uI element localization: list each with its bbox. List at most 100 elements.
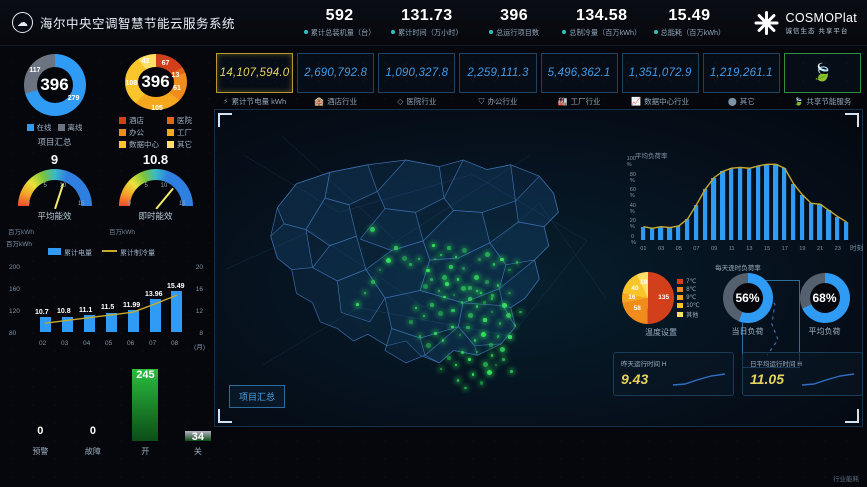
map-marker bbox=[452, 293, 456, 297]
ring-value: 56% bbox=[735, 291, 760, 305]
temperature-and-load-row: 135 58 16 40 19 7℃ 8℃ 9℃ 10℃ 其他 温度设置 56% 当日负荷 68% 平… bbox=[613, 262, 863, 348]
y-tick: 80 bbox=[9, 330, 17, 337]
pie-slice-value: 58 bbox=[633, 305, 641, 313]
gauge-dial: 0 5 10 15 bbox=[17, 169, 92, 209]
map-marker bbox=[485, 251, 491, 257]
bar-value-label: 10.8 bbox=[57, 308, 71, 316]
gauge-unit: 百万kWh bbox=[8, 229, 34, 236]
card-title: 日平均运行时间 H bbox=[750, 361, 802, 368]
bar bbox=[746, 168, 753, 240]
metric-tab[interactable]: 14,107,594.0 bbox=[216, 53, 294, 93]
map-marker bbox=[394, 246, 398, 250]
kpi-item: 131.73 累计时间（万小时） bbox=[388, 7, 466, 37]
chart-plot-area: 10.7 02 10.8 03 11.1 04 11.5 05 11.99 06 13.96 07 15… bbox=[34, 266, 188, 348]
tab-label-text: 酒店行业 bbox=[327, 97, 358, 106]
legend-item: 工厂 bbox=[167, 127, 192, 138]
bar bbox=[61, 316, 73, 332]
x-tick: 15 bbox=[763, 246, 771, 252]
gauge-dial: 0 5 10 15 bbox=[118, 169, 193, 209]
project-status-donut: 396 279 117 在线 离线 项目汇总 bbox=[4, 50, 105, 150]
donut-center-value: 396 bbox=[40, 75, 69, 94]
map-marker bbox=[430, 278, 433, 281]
map-marker bbox=[386, 257, 392, 263]
gauge-tick-mid: 5 bbox=[43, 183, 47, 189]
bar bbox=[693, 204, 700, 240]
bolt-icon: ⚡ bbox=[222, 97, 229, 106]
y-tick: 200 bbox=[9, 264, 20, 271]
y-tick: 100 % bbox=[626, 156, 636, 168]
map-marker bbox=[498, 322, 501, 325]
bar bbox=[711, 177, 717, 240]
load-ring: 56% 当日负荷 bbox=[722, 273, 773, 337]
donut-legend-status: 在线 离线 bbox=[4, 122, 105, 133]
metric-tab[interactable]: 1,219,261.1 bbox=[702, 53, 780, 93]
legend-item: 办公 bbox=[119, 127, 159, 138]
temperature-pie-caption: 温度设置 bbox=[645, 328, 677, 337]
metric-tab[interactable]: 1,351,072.9 bbox=[621, 53, 699, 93]
metric-tab-labels: ⚡ 累计节电量 kWh 🏨 酒店行业 ◇ 医院行业 ⛉ 办公行业 🏭 工厂行业 📈 数据中心行业 ⬤ 其它… bbox=[212, 93, 865, 107]
metric-tab-label: ⚡ 累计节电量 kWh bbox=[216, 96, 293, 107]
donut-caption: 项目汇总 bbox=[37, 137, 72, 147]
map-marker bbox=[443, 295, 446, 298]
bar-value-label: 15.49 bbox=[166, 282, 185, 290]
corner-decoration bbox=[845, 409, 859, 423]
legend-label: 办公 bbox=[129, 128, 144, 137]
x-tick: 05 bbox=[105, 340, 113, 347]
map-marker bbox=[447, 356, 451, 360]
map-marker bbox=[492, 263, 496, 266]
status-value: 245 bbox=[136, 369, 155, 381]
project-summary-button[interactable]: 项目汇总 bbox=[229, 385, 286, 408]
map-marker bbox=[441, 339, 444, 342]
status-value: 0 bbox=[89, 425, 96, 437]
map-marker bbox=[451, 308, 455, 313]
metric-tab[interactable]: 5,496,362.1 bbox=[540, 53, 618, 93]
legend-label: 8℃ bbox=[686, 286, 697, 293]
map-marker bbox=[519, 310, 522, 314]
sparkline bbox=[801, 373, 855, 386]
metric-tab[interactable]: 🍃 bbox=[783, 53, 861, 93]
bar-value-label: 11.1 bbox=[79, 306, 93, 314]
map-marker bbox=[483, 318, 487, 322]
kpi-value: 134.58 bbox=[576, 7, 628, 25]
x-axis-label: 时刻 bbox=[850, 245, 863, 252]
hospital-icon: ◇ bbox=[397, 97, 404, 106]
pie-chart-temperature: 135 58 16 40 19 bbox=[622, 272, 675, 324]
ring-caption: 当日负荷 bbox=[731, 327, 764, 336]
legend-item: 其它 bbox=[167, 139, 192, 150]
legend-label: 10℃ bbox=[686, 302, 700, 309]
chart-caption: 每天逐时负荷率 bbox=[715, 265, 761, 272]
metric-tab-label: 🏨 酒店行业 bbox=[297, 96, 374, 107]
load-ring: 68% 平均负荷 bbox=[799, 273, 850, 337]
legend-item: 其他 bbox=[677, 310, 699, 319]
load-ring-group: 56% 当日负荷 68% 平均负荷 bbox=[709, 273, 863, 337]
map-marker bbox=[458, 333, 462, 336]
legend-bars: 累计电量 bbox=[48, 248, 92, 258]
card-value: 11.05 bbox=[750, 371, 784, 387]
legend-label: 医院 bbox=[177, 116, 192, 125]
map-marker bbox=[426, 268, 430, 273]
bar bbox=[702, 189, 708, 240]
runtime-card: 日平均运行时间 H 11.05 bbox=[742, 352, 863, 396]
map-marker bbox=[437, 289, 441, 293]
metric-tab-row[interactable]: 14,107,594.0 2,690,792.8 1,090,327.8 2,259,… bbox=[212, 50, 865, 93]
kpi-value: 592 bbox=[325, 7, 354, 25]
status-bar bbox=[184, 431, 211, 441]
metric-tab[interactable]: 2,259,111.3 bbox=[459, 53, 537, 93]
metric-tab[interactable]: 2,690,792.8 bbox=[297, 53, 375, 93]
tab-label-text: 数据中心行业 bbox=[644, 97, 690, 106]
map-marker bbox=[460, 301, 463, 304]
map-marker bbox=[454, 255, 458, 259]
y2-tick: 12 bbox=[195, 308, 203, 315]
donut-chart-industry: 396 67 13 61 105 108 42 bbox=[124, 54, 187, 112]
map-marker bbox=[445, 282, 449, 286]
metric-tab[interactable]: 1,090,327.8 bbox=[378, 53, 456, 93]
y-tick: 80 % bbox=[629, 171, 636, 184]
map-marker bbox=[479, 381, 483, 385]
map-marker bbox=[356, 303, 359, 306]
donut-segment-value: 279 bbox=[67, 95, 80, 103]
bar bbox=[835, 216, 841, 240]
bar-value-label: 13.96 bbox=[145, 290, 163, 298]
gauge-tick-mid2: 10 bbox=[59, 183, 67, 189]
sparkline bbox=[672, 373, 726, 386]
bar bbox=[105, 312, 117, 332]
